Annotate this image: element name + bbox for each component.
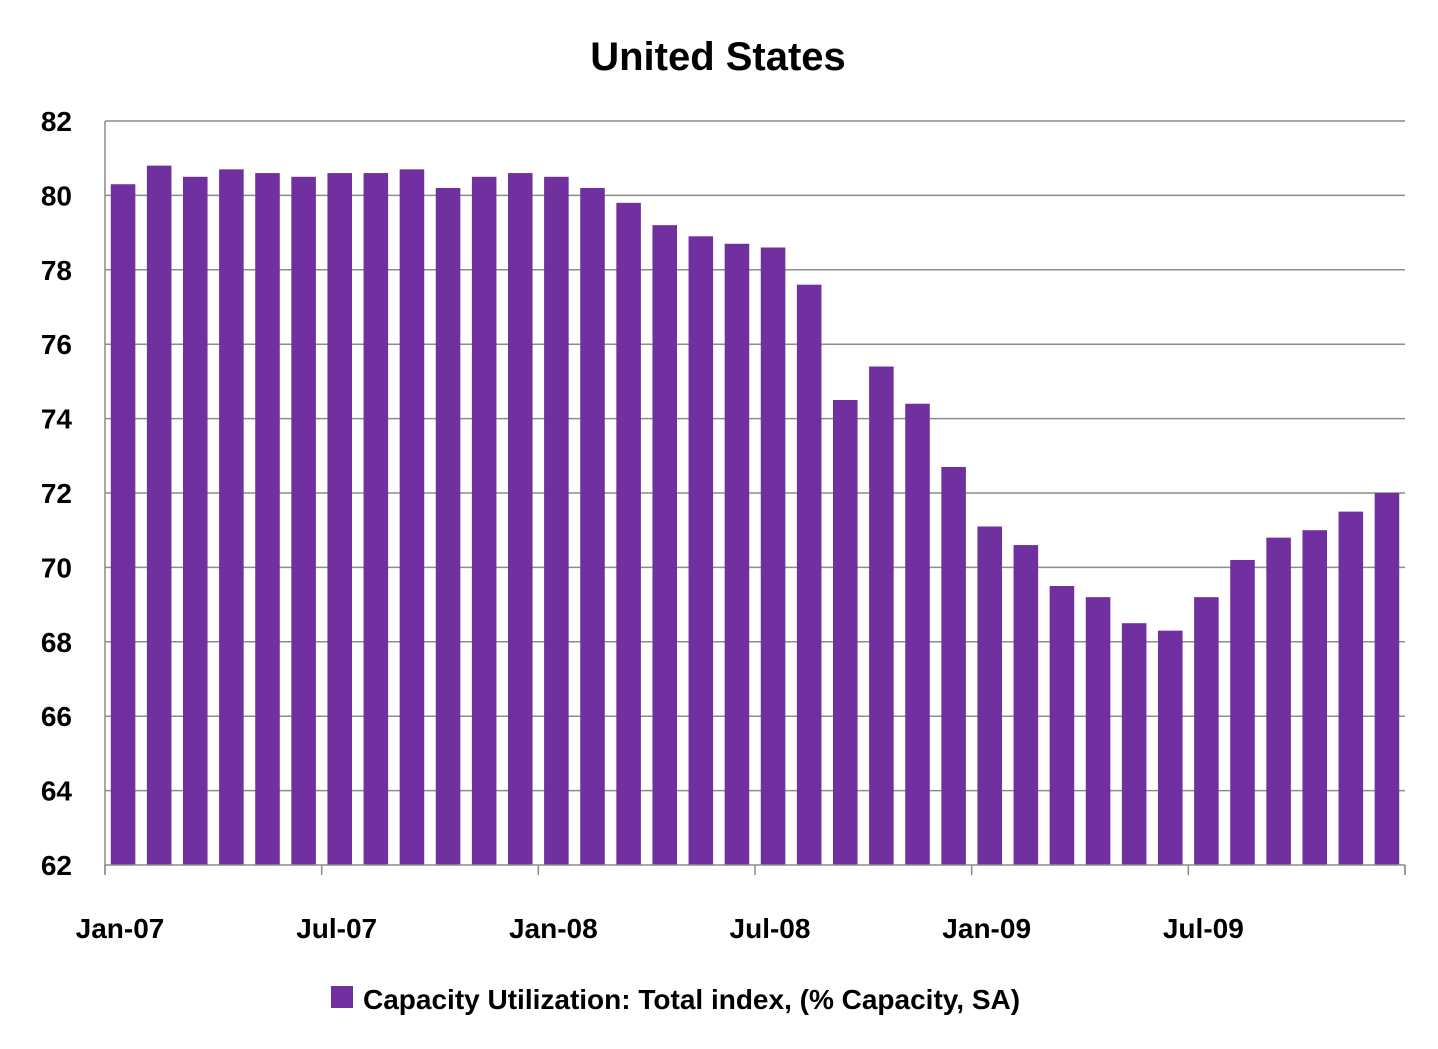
x-tick-label: Jul-07 — [296, 913, 377, 944]
x-tick-labels: Jan-07 Jul-07 Jan-08 Jul-08 Jan-09 Jul-09 — [76, 913, 1244, 944]
bar — [869, 366, 894, 865]
bar — [652, 225, 677, 865]
bar — [255, 173, 280, 865]
bar — [435, 187, 461, 865]
bar — [1338, 511, 1364, 865]
bar — [1121, 623, 1147, 865]
bar — [1158, 630, 1183, 865]
bar — [1374, 493, 1400, 865]
gridlines — [105, 120, 1405, 792]
bar — [616, 202, 641, 866]
bar — [399, 169, 425, 866]
bar — [760, 247, 786, 866]
bar — [905, 403, 930, 865]
y-tick-label: 78 — [41, 255, 72, 286]
y-tick-label: 68 — [41, 627, 72, 658]
x-tick-label: Jul-09 — [1163, 913, 1244, 944]
bar — [146, 165, 172, 865]
bar — [327, 173, 352, 865]
y-tick-label: 76 — [41, 329, 72, 360]
bar — [1013, 545, 1039, 865]
x-tick-label: Jul-08 — [730, 913, 811, 944]
chart-title: United States — [590, 35, 846, 79]
legend-label: Capacity Utilization: Total index, (% Ca… — [363, 984, 1020, 1015]
axes — [104, 121, 1406, 875]
y-tick-label: 64 — [41, 776, 73, 807]
bar — [688, 236, 714, 865]
y-tick-label: 82 — [41, 106, 72, 137]
legend-swatch — [331, 986, 353, 1008]
y-tick-label: 62 — [41, 850, 72, 881]
bar — [796, 284, 822, 865]
x-tick-label: Jan-07 — [76, 913, 165, 944]
bar — [291, 176, 316, 866]
bar — [941, 466, 966, 865]
y-tick-label: 66 — [41, 701, 72, 732]
bar — [1049, 586, 1075, 865]
bar — [363, 173, 389, 865]
y-tick-labels: 62 64 66 68 70 72 74 76 78 80 82 — [41, 106, 73, 881]
bar — [544, 176, 569, 866]
y-tick-label: 72 — [41, 478, 72, 509]
y-tick-label: 74 — [41, 404, 73, 435]
bar — [977, 526, 1002, 865]
bars — [110, 165, 1400, 866]
bar — [580, 187, 605, 865]
y-tick-label: 80 — [41, 180, 72, 211]
y-tick-label: 70 — [41, 552, 72, 583]
bar — [1194, 597, 1219, 865]
bar — [1302, 530, 1327, 865]
bar — [1085, 597, 1111, 865]
bar — [110, 184, 136, 866]
x-tick-label: Jan-08 — [509, 913, 598, 944]
bar — [1266, 537, 1291, 865]
bar — [1230, 559, 1255, 865]
legend: Capacity Utilization: Total index, (% Ca… — [331, 984, 1020, 1015]
bar — [219, 169, 244, 866]
bar — [183, 176, 208, 866]
bar — [724, 243, 750, 865]
bar — [833, 400, 858, 865]
bar — [508, 173, 533, 865]
bar — [471, 176, 497, 866]
x-tick-label: Jan-09 — [942, 913, 1031, 944]
